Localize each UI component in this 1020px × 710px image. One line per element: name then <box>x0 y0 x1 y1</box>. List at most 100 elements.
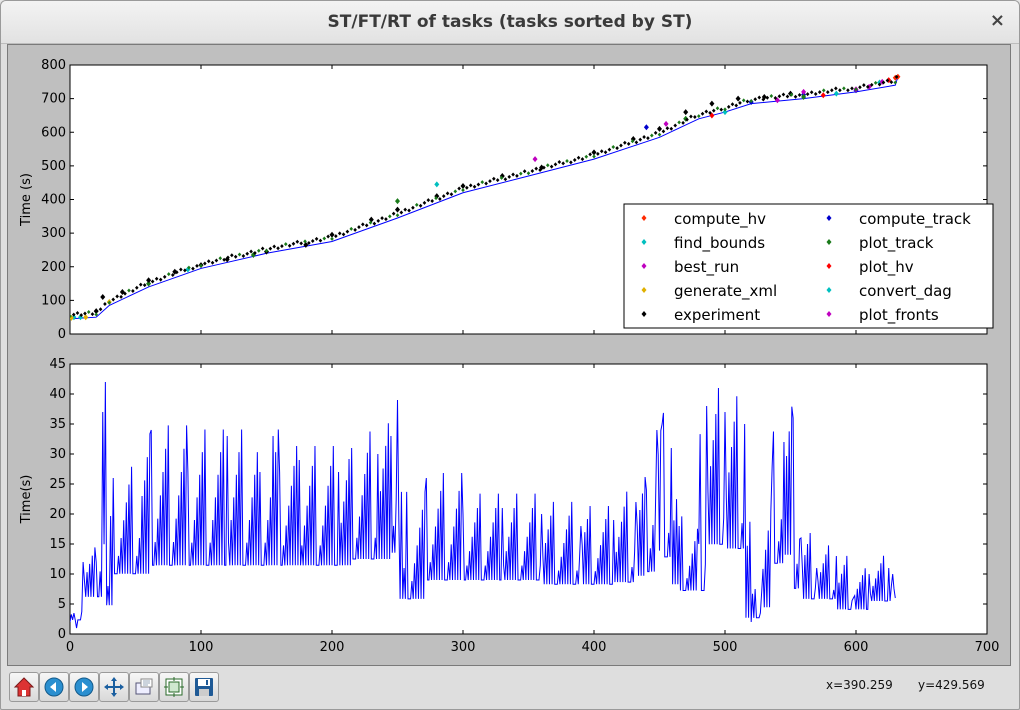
subplot-2: 0 5 10 15 20 25 30 35 40 45 0 100 200 300 400 500 600 700… <box>19 357 999 655</box>
data-point-experiment <box>697 114 701 119</box>
data-point-experiment <box>391 211 396 216</box>
legend-label: compute_track <box>859 210 971 229</box>
data-point-experiment <box>592 154 596 159</box>
data-point-experiment <box>131 288 135 293</box>
data-point-experiment <box>461 188 465 193</box>
data-point-experiment <box>70 314 72 319</box>
data-point-experiment <box>683 109 689 116</box>
data-point-experiment <box>291 241 296 246</box>
data-point-experiment <box>138 282 143 287</box>
data-point-experiment <box>542 165 546 170</box>
data-point-experiment <box>303 241 309 248</box>
data-point-experiment <box>403 207 408 212</box>
y-tick-label: 30 <box>49 447 66 462</box>
data-point-experiment <box>603 150 608 155</box>
data-point-experiment <box>785 94 790 99</box>
close-button[interactable]: × <box>989 10 1005 31</box>
data-point-experiment <box>723 107 727 112</box>
x-tick-label: 400 <box>582 640 607 655</box>
plot-marks <box>70 73 901 321</box>
navigation-toolbar: x=390.259 y=429.569 <box>1 666 1019 708</box>
data-point-experiment <box>453 189 458 194</box>
data-point-experiment <box>753 97 758 102</box>
data-point-experiment <box>846 88 850 93</box>
back-button[interactable] <box>39 672 69 702</box>
legend-marker <box>826 287 832 293</box>
y-tick-label: 20 <box>49 507 66 522</box>
data-point-experiment <box>256 248 261 253</box>
data-point-experiment <box>264 248 269 253</box>
data-point-experiment <box>465 185 469 190</box>
data-point-experiment <box>484 181 488 186</box>
data-point-experiment <box>123 291 127 296</box>
data-point-experiment <box>588 152 592 157</box>
data-point-experiment <box>669 126 674 131</box>
pan-button[interactable] <box>99 672 129 702</box>
legend-marker <box>641 311 647 317</box>
data-point-experiment <box>476 182 481 187</box>
data-point-experiment <box>681 120 685 125</box>
y-tick-label: 40 <box>49 387 66 402</box>
data-point-experiment <box>357 225 361 230</box>
data-point-experiment <box>135 285 139 290</box>
arrow-right-icon <box>74 677 94 697</box>
data-point-experiment <box>789 92 794 97</box>
data-point-experiment <box>318 238 323 243</box>
subplots-button[interactable] <box>159 672 189 702</box>
home-button[interactable] <box>9 672 39 702</box>
data-point-experiment <box>858 85 862 90</box>
data-point-experiment <box>472 184 477 189</box>
data-point-experiment <box>591 149 597 156</box>
data-point-experiment <box>730 102 735 107</box>
forward-button[interactable] <box>69 672 99 702</box>
data-point-experiment <box>353 227 357 232</box>
save-button[interactable] <box>189 672 219 702</box>
data-point-experiment <box>865 84 870 89</box>
data-point-experiment <box>653 130 658 135</box>
data-point-experiment <box>777 94 782 99</box>
data-point-experiment <box>79 313 84 318</box>
y-coordinate-readout: y=429.569 <box>918 678 985 692</box>
data-point-experiment <box>749 98 753 103</box>
data-point-experiment <box>210 260 215 265</box>
data-point-experiment <box>741 98 746 103</box>
data-point-experiment <box>557 159 562 164</box>
data-point-experiment <box>434 196 438 201</box>
data-point-experiment <box>341 232 346 237</box>
zoom-button[interactable] <box>129 672 159 702</box>
data-point-experiment <box>821 88 826 93</box>
data-point-experiment <box>809 90 814 95</box>
data-point-experiment <box>885 78 890 83</box>
legend-marker <box>641 263 647 269</box>
data-point-experiment <box>142 283 147 288</box>
data-point-experiment <box>665 126 670 131</box>
y-tick-label: 800 <box>41 58 66 73</box>
data-point-experiment <box>241 253 246 258</box>
data-point-experiment <box>599 149 604 154</box>
data-point-experiment <box>615 146 619 151</box>
data-point-experiment <box>761 97 766 102</box>
data-point-experiment <box>518 171 523 176</box>
data-point-best_run <box>663 120 669 127</box>
data-point-experiment <box>711 108 716 113</box>
data-point-experiment <box>457 186 461 191</box>
data-point-experiment <box>607 147 612 152</box>
legend-marker <box>641 215 647 221</box>
figure-canvas[interactable]: 0 100 200 300 400 500 600 700 800 Time (s) compute… <box>7 44 1011 666</box>
legend-label: convert_dag <box>859 282 952 301</box>
data-point-experiment <box>646 136 650 141</box>
title-bar[interactable]: ST/FT/RT of tasks (tasks sorted by ST) × <box>1 1 1019 44</box>
data-point-experiment <box>638 137 643 142</box>
data-point-experiment <box>422 200 427 205</box>
legend-label: best_run <box>674 258 739 277</box>
data-point-experiment <box>685 117 689 122</box>
data-point-experiment <box>98 307 103 312</box>
y-tick-label: 10 <box>49 567 66 582</box>
data-point-experiment <box>299 241 303 246</box>
data-point-experiment <box>407 208 411 213</box>
data-point-experiment <box>715 106 720 111</box>
data-point-experiment <box>576 155 581 160</box>
data-point-experiment <box>224 256 230 263</box>
data-point-experiment <box>499 175 504 180</box>
